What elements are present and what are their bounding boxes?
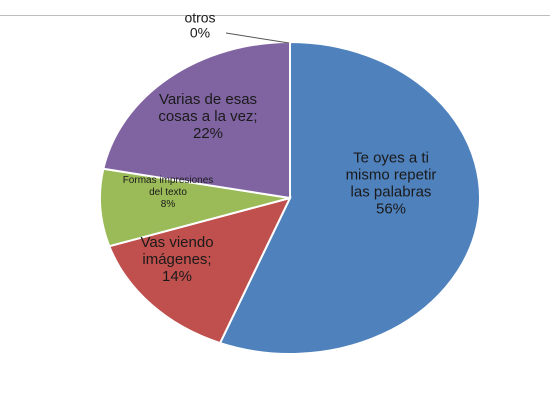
pie-label-3: Varias de esas cosas a la vez; 22% (158, 91, 257, 142)
pie-label-1: Vas viendo imágenes; 14% (140, 234, 213, 285)
pie-slice-2 (99, 167, 291, 248)
pie-label-0-line-1: mismo repetir (346, 167, 437, 184)
otros-leader-line (225, 32, 290, 44)
pie-slice-0 (218, 40, 481, 355)
pie-label-0: Te oyes a ti mismo repetir las palabras 56% (346, 150, 437, 218)
pie-label-1-line-0: Vas viendo (140, 234, 213, 251)
pie-labels: Te oyes a ti mismo repetir las palabras 56%… (123, 10, 437, 286)
pie-label-2: Formas impresiones del texto 8% (123, 175, 214, 210)
pie-label-2-line-0: Formas impresiones (123, 175, 214, 186)
pie-label-3-line-1: cosas a la vez; (158, 108, 257, 125)
pie-label-0-line-2: las palabras (351, 184, 432, 201)
pie-label-4-line-1: 0% (190, 25, 210, 41)
pie-slice-3 (102, 40, 291, 200)
pie-label-3-line-2: 22% (193, 125, 223, 142)
pie-label-1-line-2: 14% (162, 268, 192, 285)
pie-label-0-line-0: Te oyes a ti (353, 150, 429, 167)
pie-slices (99, 40, 481, 355)
pie-label-0-line-3: 56% (376, 201, 406, 218)
pie-label-4: otros 0% (184, 10, 215, 41)
pie-label-2-line-2: 8% (161, 199, 176, 210)
top-divider-line (0, 15, 550, 16)
pie-label-1-line-1: imágenes; (142, 251, 211, 268)
pie-label-3-line-0: Varias de esas (159, 91, 257, 108)
pie-label-2-line-1: del texto (149, 187, 187, 198)
pie-label-4-line-0: otros (184, 10, 215, 26)
